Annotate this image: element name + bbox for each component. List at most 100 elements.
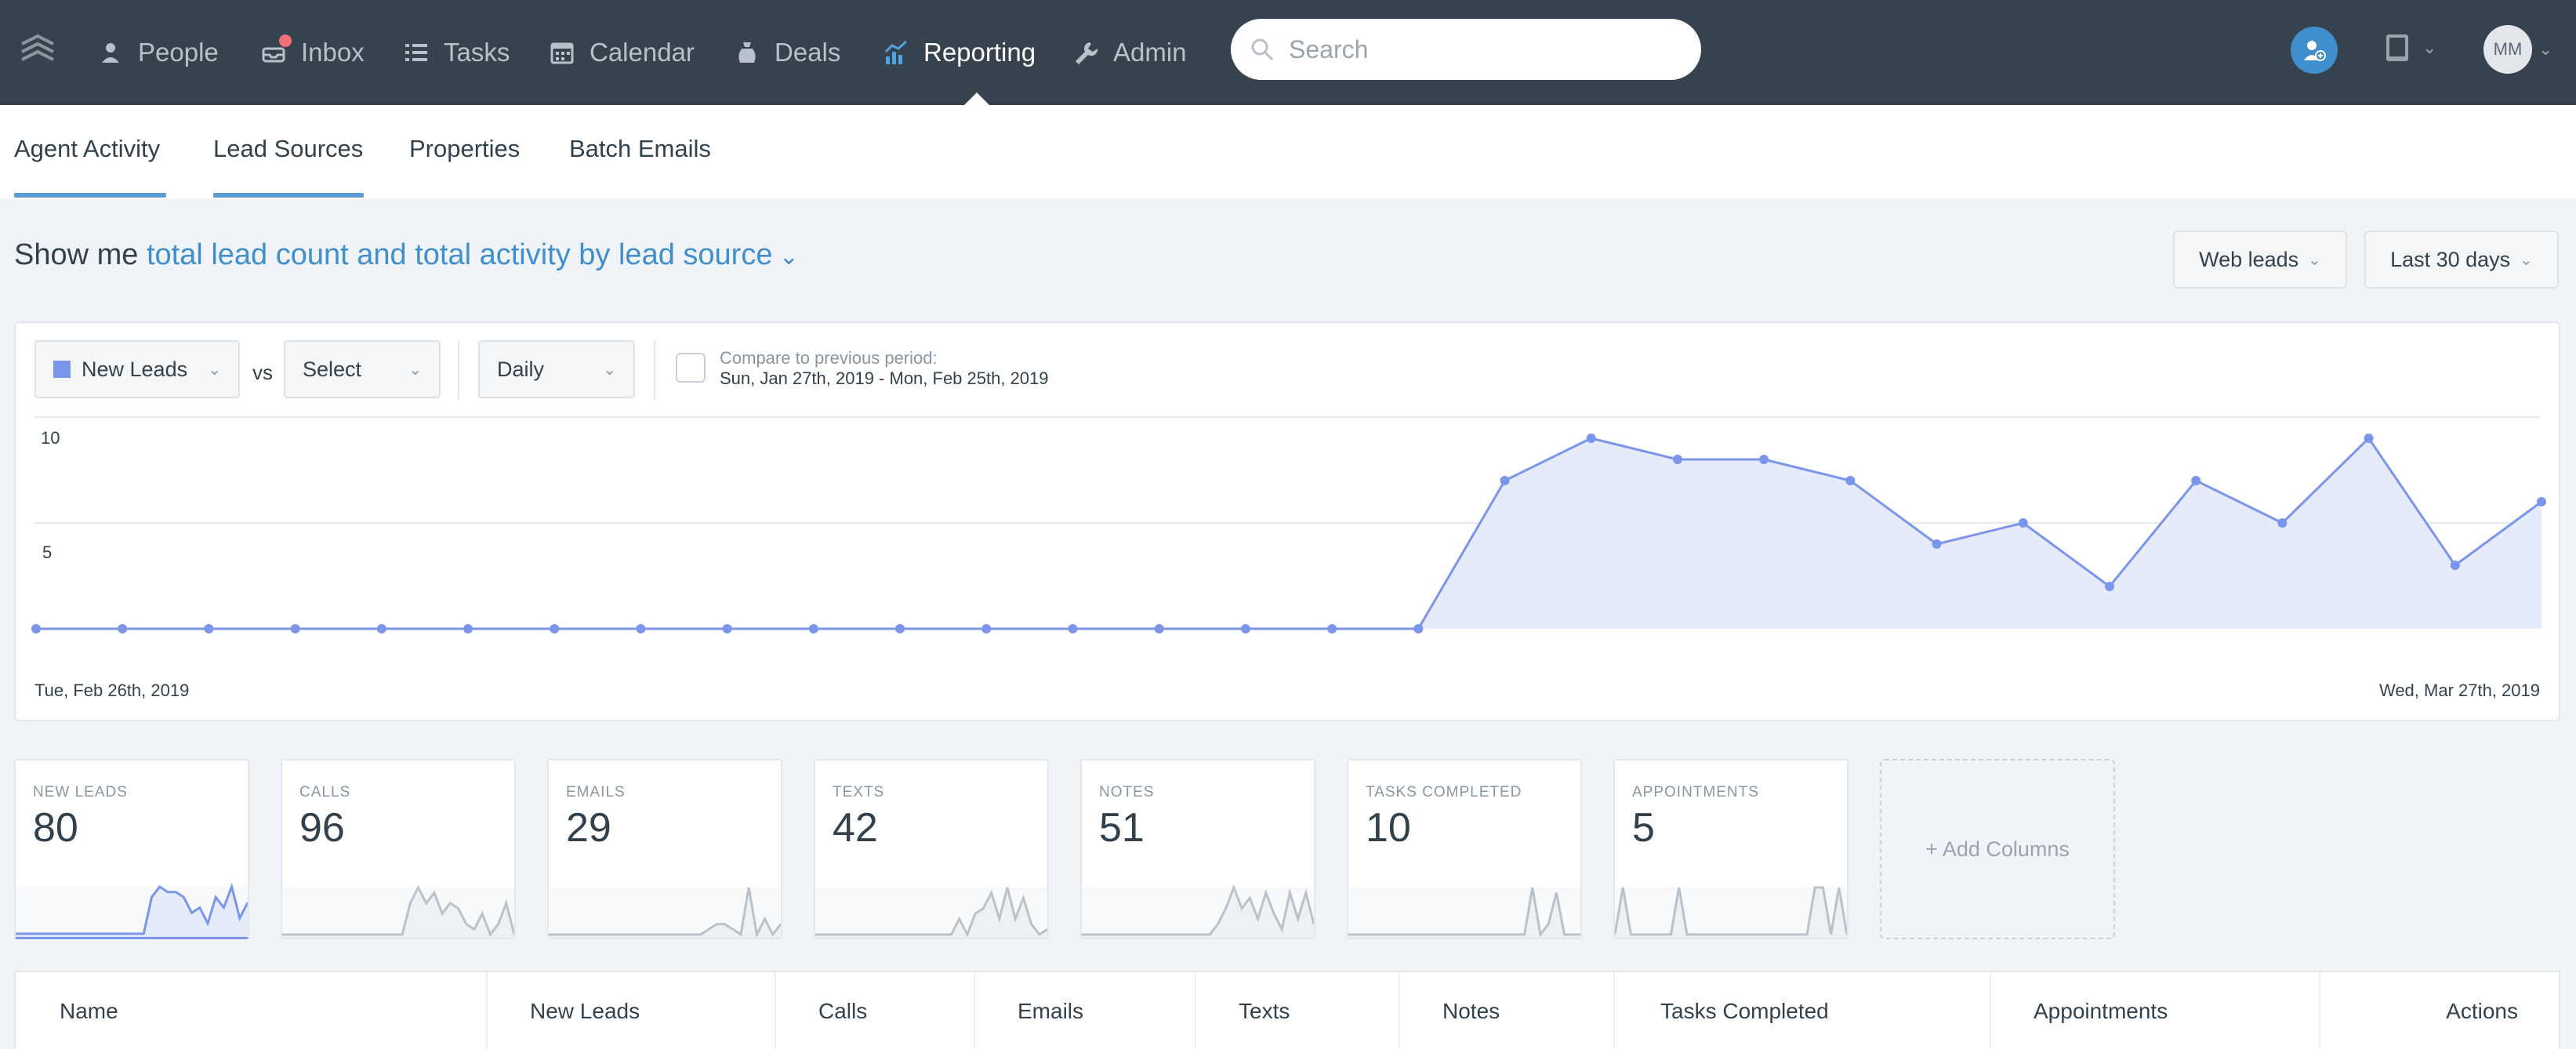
sparkline-area [16,887,248,937]
data-point[interactable] [376,624,386,633]
source-filter-dropdown[interactable]: Web leads ⌄ [2173,230,2347,289]
data-point[interactable] [1413,624,1424,633]
data-point[interactable] [895,624,905,633]
stat-card[interactable]: TASKS COMPLETED 10 [1347,759,1582,939]
data-point[interactable] [290,624,300,633]
sparkline-area [282,887,514,938]
data-point[interactable] [550,624,560,633]
tab-lead-sources[interactable]: Lead Sources [213,135,364,162]
sparkline-area [815,887,1047,938]
table-header: Name New Leads Calls Emails Texts Notes … [14,971,2560,1049]
add-contact-button[interactable] [2291,27,2338,74]
series-line [36,436,2542,630]
column-header-tasks-completed[interactable]: Tasks Completed [1660,999,1829,1023]
nav-label: Admin [1113,38,1187,67]
column-header-texts[interactable]: Texts [1239,999,1290,1023]
query-link[interactable]: total lead count and total activity by l… [146,238,799,271]
data-point[interactable] [31,624,41,633]
stat-value: 80 [33,805,78,851]
stat-card[interactable]: CALLS 96 [281,759,516,939]
data-point[interactable] [2364,434,2374,443]
data-point[interactable] [2450,561,2460,570]
nav-label: Tasks [444,38,510,67]
stat-card[interactable]: TEXTS 42 [814,759,1049,939]
data-point[interactable] [118,624,128,633]
reporting-icon [884,40,908,64]
data-point[interactable] [1586,434,1596,443]
stat-card[interactable]: APPOINTMENTS 5 [1613,759,1849,939]
vs-label: vs [252,361,273,384]
data-point[interactable] [1845,476,1856,485]
nav-inbox[interactable]: Inbox [260,0,365,105]
data-point[interactable] [1068,624,1078,633]
stat-value: 10 [1366,805,1411,851]
data-point[interactable] [1672,455,1682,464]
stat-title: CALLS [299,784,351,800]
stat-value: 5 [1632,805,1655,851]
date-range-dropdown[interactable]: Last 30 days ⌄ [2364,230,2559,289]
metric-dropdown[interactable]: New Leads ⌄ [34,340,240,398]
compare-metric-dropdown[interactable]: Select ⌄ [284,340,441,398]
stat-card[interactable]: NOTES 51 [1080,759,1315,939]
column-header-new-leads[interactable]: New Leads [530,999,640,1023]
column-header-notes[interactable]: Notes [1442,999,1500,1023]
people-icon [102,43,119,63]
nav-reporting[interactable]: Reporting [883,0,1036,105]
nav-deals[interactable]: Deals [734,0,840,105]
chevron-down-icon: ⌄ [772,244,799,270]
data-point[interactable] [808,624,818,633]
data-point[interactable] [1500,476,1510,485]
nav-label: Deals [775,38,841,67]
data-point[interactable] [2104,582,2114,591]
stat-value: 29 [566,805,611,851]
column-header-name[interactable]: Name [60,999,118,1023]
data-point[interactable] [1327,624,1337,633]
top-nav: People Inbox Tasks Calendar Deals Report… [0,0,2576,105]
stat-card[interactable]: EMAILS 29 [547,759,782,939]
data-point[interactable] [204,624,214,633]
nav-people[interactable]: People [97,0,219,105]
stat-title: APPOINTMENTS [1632,784,1759,800]
column-header-actions: Actions [2446,999,2518,1023]
tab-batch-emails[interactable]: Batch Emails [569,135,711,162]
data-point[interactable] [1240,624,1250,633]
data-point[interactable] [1759,455,1769,464]
avatar[interactable]: MM [2483,25,2532,74]
column-header-calls[interactable]: Calls [818,999,868,1023]
stat-card[interactable]: NEW LEADS 80 [14,759,249,939]
chevron-down-icon: ⌄ [2422,38,2437,57]
data-point[interactable] [981,624,992,633]
app-logo-icon[interactable] [19,31,56,69]
data-point[interactable] [2018,518,2028,528]
resources-menu[interactable]: ⌄ [2383,31,2436,64]
data-point[interactable] [2537,497,2546,506]
tab-agent-activity[interactable]: Agent Activity [14,135,161,162]
chevron-down-icon: ⌄ [208,361,221,379]
data-point[interactable] [1932,539,1942,549]
column-header-appointments[interactable]: Appointments [2034,999,2168,1023]
data-point[interactable] [2191,476,2201,485]
tab-properties[interactable]: Properties [409,135,521,162]
nav-tasks[interactable]: Tasks [403,0,510,105]
add-columns-button[interactable]: + Add Columns [1880,759,2115,939]
nav-admin[interactable]: Admin [1072,0,1187,105]
sparkline-line [1348,887,1580,938]
sparkline-line [1615,886,1847,936]
inbox-unread-dot [279,34,292,47]
data-point[interactable] [636,624,646,633]
nav-calendar[interactable]: Calendar [549,0,695,105]
data-point[interactable] [722,624,732,633]
compare-checkbox[interactable] [676,353,706,383]
data-point[interactable] [463,624,473,633]
chevron-down-icon[interactable]: ⌄ [2538,39,2553,59]
search-bar[interactable] [1231,19,1701,80]
nav-label: People [138,38,219,67]
column-header-emails[interactable]: Emails [1018,999,1084,1023]
data-point[interactable] [2277,518,2288,528]
stat-value: 51 [1099,805,1145,851]
compare-range: Sun, Jan 27th, 2019 - Mon, Feb 25th, 201… [720,368,1049,388]
interval-dropdown[interactable]: Daily ⌄ [478,340,635,398]
data-point[interactable] [1154,624,1164,633]
sparkline [1348,887,1580,938]
search-input[interactable] [1289,34,1665,64]
